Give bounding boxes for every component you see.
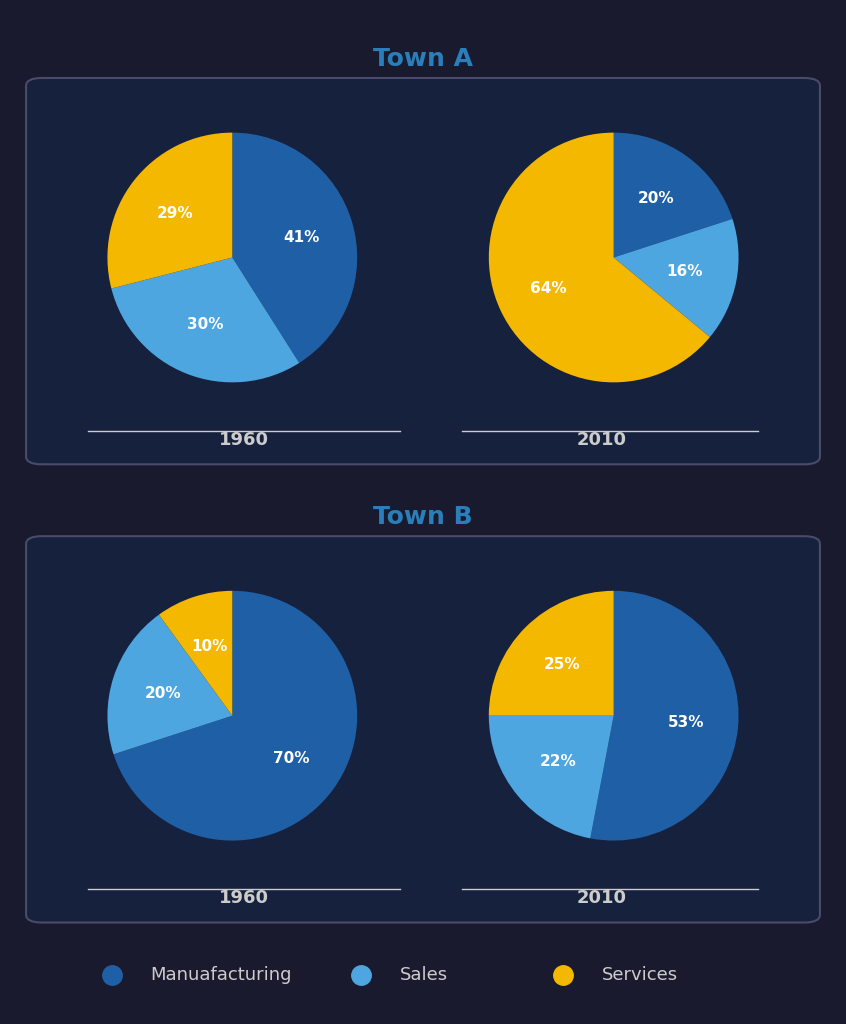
Wedge shape [489,133,710,382]
Wedge shape [233,133,357,362]
Text: 1960: 1960 [219,431,269,449]
Text: 20%: 20% [638,191,674,207]
Wedge shape [591,591,739,841]
Wedge shape [489,716,613,839]
Text: 29%: 29% [157,206,194,220]
Text: 2010: 2010 [577,889,627,907]
Text: Sales: Sales [399,967,448,984]
Text: 70%: 70% [272,751,309,766]
Text: Services: Services [602,967,678,984]
Text: 16%: 16% [667,263,703,279]
Text: 2010: 2010 [577,431,627,449]
Wedge shape [107,614,233,755]
Wedge shape [112,257,299,382]
Text: 10%: 10% [192,639,228,654]
Text: 22%: 22% [540,755,576,769]
Text: 1960: 1960 [219,889,269,907]
Text: 25%: 25% [544,657,581,672]
Wedge shape [613,219,739,337]
Text: 64%: 64% [530,281,567,296]
Text: 41%: 41% [283,229,320,245]
Wedge shape [159,591,233,716]
Text: 20%: 20% [146,686,182,700]
Text: 30%: 30% [188,317,224,333]
Text: 53%: 53% [667,715,704,730]
Wedge shape [613,133,733,257]
FancyBboxPatch shape [26,537,820,923]
Text: Town A: Town A [373,47,473,71]
FancyBboxPatch shape [26,78,820,464]
Text: Manuafacturing: Manuafacturing [151,967,292,984]
Wedge shape [107,133,233,289]
Wedge shape [489,591,613,716]
Text: Town B: Town B [373,505,473,529]
Wedge shape [113,591,357,841]
